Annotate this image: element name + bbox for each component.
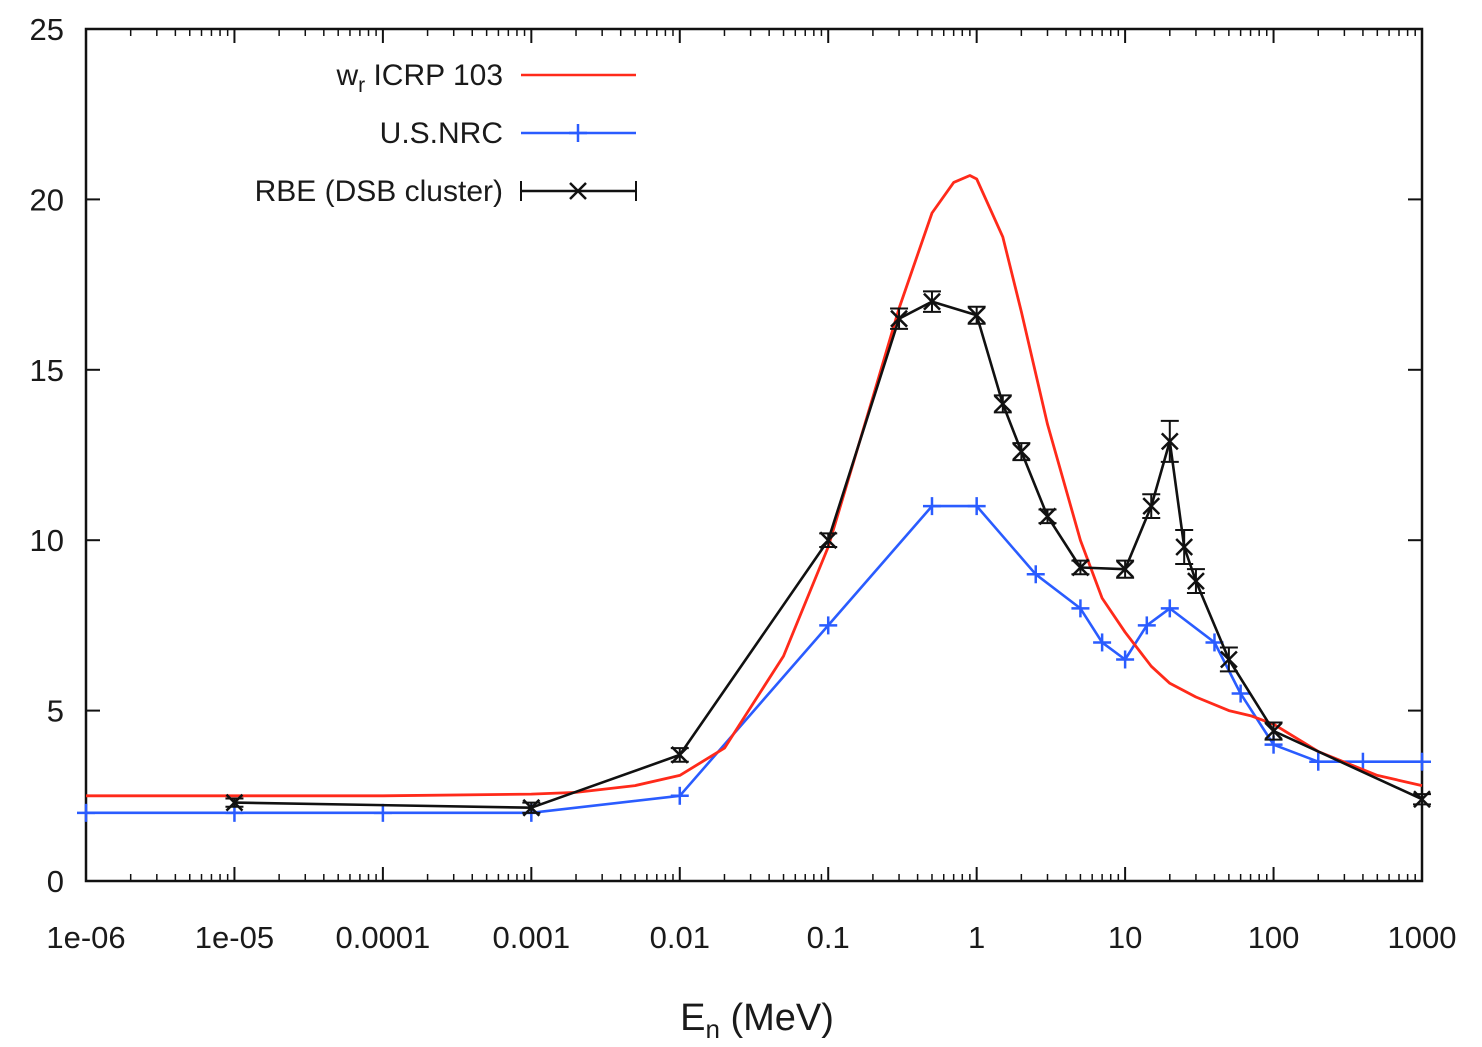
plot-frame	[84, 27, 1424, 883]
cross-marker-b	[1071, 558, 1090, 577]
cross-marker-b	[1413, 790, 1431, 809]
x-tick-label: 1000	[1388, 920, 1457, 955]
cross-marker-b	[923, 292, 941, 311]
cross-marker-b	[1219, 650, 1238, 669]
x-tick-label: 10	[1108, 920, 1142, 955]
cross-marker-b	[1012, 442, 1031, 461]
cross-marker-b	[1038, 507, 1057, 526]
series-line	[86, 174, 1423, 798]
series-line	[234, 300, 1423, 809]
cross-marker-b	[1175, 538, 1194, 556]
x-tick-label: 0.001	[493, 920, 571, 955]
cross-marker-b	[1160, 432, 1179, 451]
cross-marker-b	[1264, 722, 1283, 740]
y-tick-label: 0	[47, 864, 64, 899]
legend-label-2: RBE (DSB cluster)	[255, 175, 503, 208]
cross-marker-b	[1116, 560, 1134, 579]
series-line	[86, 504, 1422, 815]
x-tick-label: 1e-06	[46, 920, 125, 955]
legend-label-0: wr ICRP 103	[335, 59, 503, 97]
y-tick-label: 5	[47, 694, 64, 729]
x-tick-label: 1	[968, 920, 985, 955]
cross-marker-b	[993, 394, 1012, 413]
tick-labels: 1e-06 1e-05 0.0001 0.001 0.01 0.1 1 10 100 1000 0 5…	[30, 12, 1457, 955]
axis-ticks	[85, 28, 1423, 882]
cross-marker-b	[225, 793, 244, 812]
series-0	[86, 174, 1423, 798]
y-tick-label: 20	[30, 182, 64, 217]
series-2	[225, 290, 1431, 817]
x-tick-label: 0.01	[650, 920, 710, 955]
cross-marker-b	[1142, 497, 1161, 516]
legend-label-1: U.S.NRC	[380, 117, 503, 150]
cross-marker-b	[670, 746, 689, 764]
series-layer	[77, 174, 1431, 822]
x-tick-label: 0.0001	[335, 920, 430, 955]
legend: wr ICRP 103 U.S.NRC RBE (DSB cluster)	[255, 59, 637, 208]
x-tick-label: 0.1	[807, 920, 850, 955]
series-1	[77, 497, 1431, 822]
cross-marker-b	[1187, 572, 1205, 590]
x-axis-label: En (MeV)	[680, 997, 834, 1044]
x-tick-label: 100	[1248, 920, 1300, 955]
cross-marker-b	[967, 306, 986, 325]
cross-marker-b	[522, 798, 541, 817]
y-tick-label: 10	[30, 523, 64, 558]
y-tick-label: 25	[30, 12, 64, 47]
cross-marker-b	[890, 309, 908, 328]
x-tick-label: 1e-05	[195, 920, 274, 955]
cross-marker-b	[569, 182, 587, 200]
cross-marker-b	[819, 531, 838, 550]
y-tick-label: 15	[30, 353, 64, 388]
